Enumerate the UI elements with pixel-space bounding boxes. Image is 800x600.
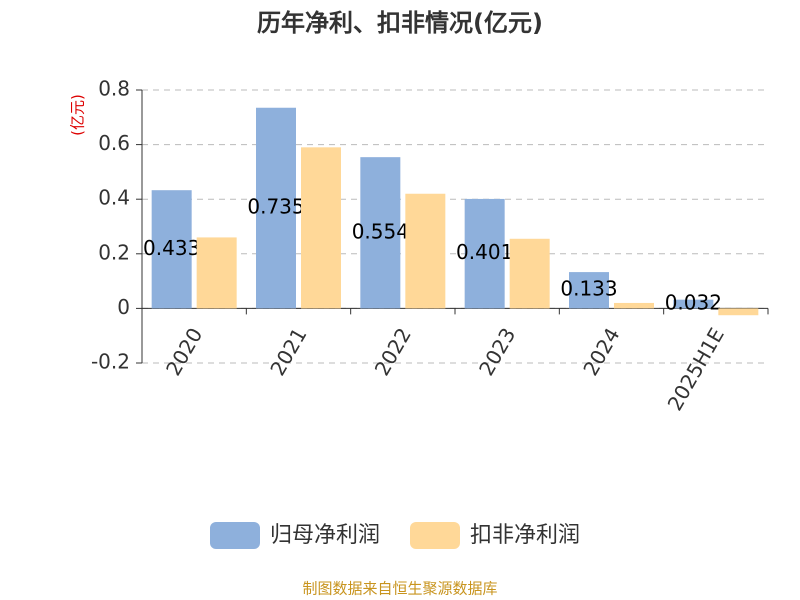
y-tick-label: -0.2 [91,350,130,374]
y-tick-label: 0.6 [98,131,130,155]
bar [360,157,401,309]
bar [614,302,654,309]
source-note: 制图数据来自恒生聚源数据库 [302,580,497,598]
x-tick-label: 2024 [578,324,624,380]
y-tick-label: 0.4 [98,186,130,210]
y-tick-label: 0.8 [98,77,130,101]
value-label: 0.735 [247,195,304,219]
x-tick-label: 2023 [474,324,520,380]
x-tick-label: 2022 [370,324,416,380]
y-axis-label: (亿元) [69,94,87,136]
bar [196,237,237,309]
legend-swatch[interactable] [210,522,260,549]
legend-swatch[interactable] [410,522,460,549]
legend-label[interactable]: 归母净利润 [270,523,380,548]
bar [509,238,550,309]
x-tick-label: 2025H1E [662,324,728,415]
value-label: 0.554 [352,219,409,243]
y-tick-label: 0 [117,295,130,319]
value-label: 0.133 [560,277,617,301]
bar [405,193,446,309]
bar [569,272,609,309]
value-label: 0.433 [143,236,200,260]
x-tick-label: 2021 [265,324,311,380]
value-label: 0.032 [665,291,722,315]
bar [151,190,192,309]
y-tick-label: 0.2 [98,240,130,264]
chart-title: 历年净利、扣非情况(亿元) [257,9,543,37]
bar [464,198,505,309]
bar [256,107,296,309]
x-tick-label: 2020 [161,324,207,380]
value-label: 0.401 [456,240,513,264]
bar [673,299,714,309]
bar [718,308,759,316]
legend-label[interactable]: 扣非净利润 [470,523,580,548]
bar [301,147,341,309]
